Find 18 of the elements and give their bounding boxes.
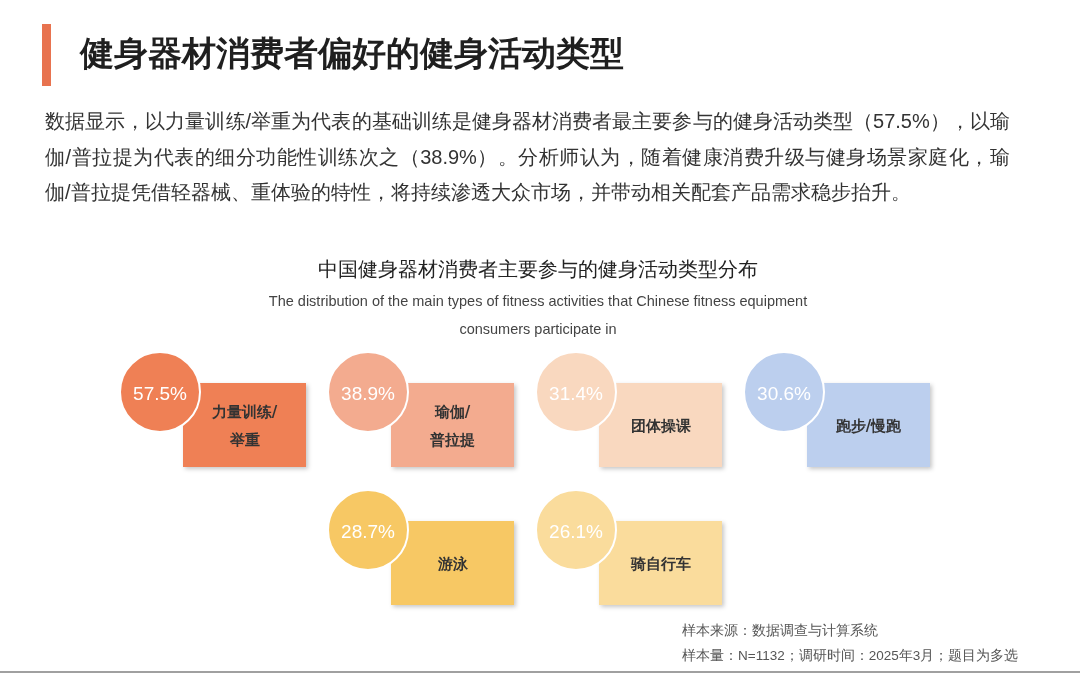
category-label: 团体操课 xyxy=(630,417,691,435)
data-label: 31.4% xyxy=(549,382,604,404)
text: 健身器材消费者偏好的健身活动类型 xyxy=(80,33,624,74)
text: 样本来源：数据调查与计算系统 xyxy=(682,622,878,640)
text: 样本量：N=1132；调研时间：2025年3月；题目为多选 xyxy=(682,647,1019,665)
category-label: 游泳 xyxy=(436,555,469,573)
category-label: 瑜伽/普拉提 xyxy=(429,403,475,449)
category-label: 力量训练/举重 xyxy=(210,403,278,449)
data-label: 26.1% xyxy=(549,520,604,542)
category-label: 跑步/慢跑 xyxy=(834,417,903,435)
text: The distribution of the main types of fitness activities that Chinese fitness equipment consumers participate in xyxy=(267,292,809,339)
data-label: 28.7% xyxy=(341,520,396,542)
text: 数据显示，以力量训练/举重为代表的基础训练是健身器材消费者最主要参与的健身活动类型（57.5%），以瑜伽/普拉提为代表的细分功能性训练次之（38.9%）。分析师认为，随着健康消费升级与健身场景家庭化，瑜伽/普拉提凭借轻器械、重体验的特性，将持续渗透大众市场，并带动相关配套产品需求稳步抬升。 xyxy=(45,109,1010,205)
data-label: 57.5% xyxy=(133,382,188,404)
category-label: 骑自行车 xyxy=(629,555,691,573)
text: 中国健身器材消费者主要参与的健身活动类型分布 xyxy=(317,257,759,282)
data-label: 30.6% xyxy=(757,382,812,404)
data-label: 38.9% xyxy=(341,382,396,404)
